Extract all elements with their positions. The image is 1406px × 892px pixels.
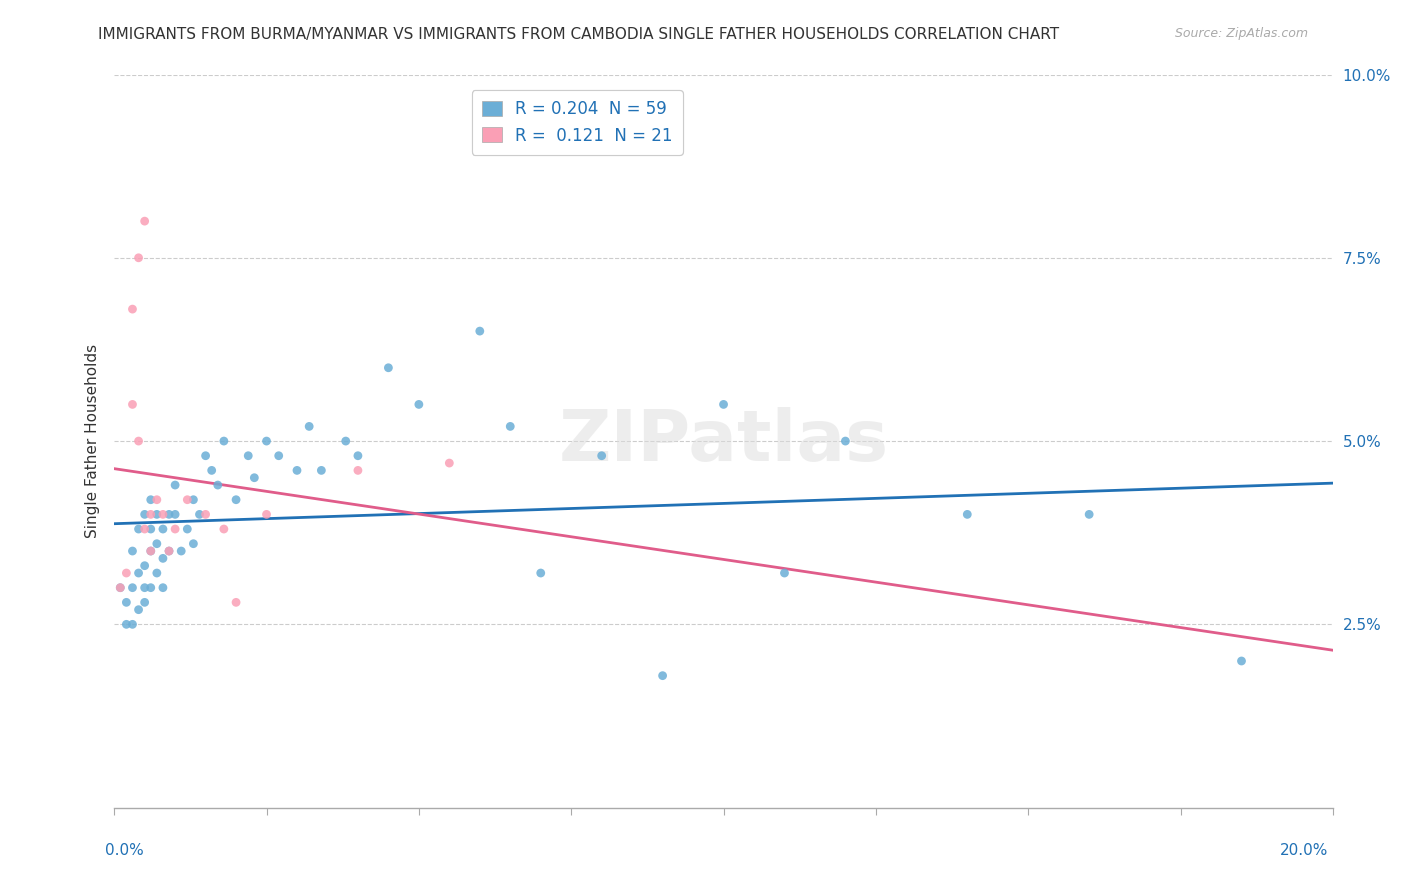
Point <box>212 434 235 448</box>
Point <box>468 324 491 338</box>
Point <box>176 522 198 536</box>
Point <box>165 508 187 522</box>
Point <box>139 508 162 522</box>
Point <box>335 434 357 448</box>
Point <box>183 537 205 551</box>
Point <box>146 492 169 507</box>
Point <box>170 544 193 558</box>
Point <box>134 581 156 595</box>
Point <box>530 566 553 580</box>
Point <box>121 617 143 632</box>
Point <box>115 566 138 580</box>
Point <box>225 492 247 507</box>
Text: 20.0%: 20.0% <box>1281 843 1329 858</box>
Point <box>139 544 162 558</box>
Point <box>176 492 198 507</box>
Point <box>165 522 187 536</box>
Point <box>146 537 169 551</box>
Point <box>243 471 266 485</box>
Text: ZIPatlas: ZIPatlas <box>558 407 889 475</box>
Point <box>311 463 333 477</box>
Point <box>591 449 613 463</box>
Point <box>134 214 156 228</box>
Point <box>201 463 224 477</box>
Y-axis label: Single Father Households: Single Father Households <box>86 344 100 538</box>
Point <box>188 508 211 522</box>
Legend: R = 0.204  N = 59, R =  0.121  N = 21: R = 0.204 N = 59, R = 0.121 N = 21 <box>472 90 683 154</box>
Point <box>377 360 399 375</box>
Point <box>146 566 169 580</box>
Point <box>298 419 321 434</box>
Point <box>115 617 138 632</box>
Point <box>139 522 162 536</box>
Text: Source: ZipAtlas.com: Source: ZipAtlas.com <box>1174 27 1308 40</box>
Point <box>110 581 132 595</box>
Point <box>1078 508 1101 522</box>
Point <box>212 522 235 536</box>
Point <box>194 508 217 522</box>
Point <box>128 434 150 448</box>
Text: IMMIGRANTS FROM BURMA/MYANMAR VS IMMIGRANTS FROM CAMBODIA SINGLE FATHER HOUSEHOL: IMMIGRANTS FROM BURMA/MYANMAR VS IMMIGRA… <box>98 27 1060 42</box>
Point <box>121 397 143 411</box>
Point <box>134 522 156 536</box>
Point <box>139 544 162 558</box>
Point <box>121 581 143 595</box>
Point <box>285 463 308 477</box>
Point <box>128 602 150 616</box>
Point <box>194 449 217 463</box>
Point <box>139 492 162 507</box>
Point <box>115 595 138 609</box>
Point <box>834 434 856 448</box>
Point <box>157 544 180 558</box>
Point <box>128 566 150 580</box>
Point <box>139 581 162 595</box>
Point <box>152 522 174 536</box>
Point <box>152 581 174 595</box>
Point <box>183 492 205 507</box>
Point <box>152 508 174 522</box>
Point <box>121 544 143 558</box>
Point <box>157 508 180 522</box>
Point <box>439 456 461 470</box>
Point <box>408 397 430 411</box>
Point <box>152 551 174 566</box>
Point <box>146 508 169 522</box>
Point <box>134 508 156 522</box>
Point <box>128 522 150 536</box>
Point <box>256 508 278 522</box>
Point <box>347 449 370 463</box>
Point <box>110 581 132 595</box>
Point <box>713 397 735 411</box>
Point <box>157 544 180 558</box>
Text: 0.0%: 0.0% <box>105 843 145 858</box>
Point <box>238 449 260 463</box>
Point <box>651 668 673 682</box>
Point <box>207 478 229 492</box>
Point <box>773 566 796 580</box>
Point <box>956 508 979 522</box>
Point <box>134 558 156 573</box>
Point <box>134 595 156 609</box>
Point <box>225 595 247 609</box>
Point <box>121 302 143 317</box>
Point <box>499 419 522 434</box>
Point <box>256 434 278 448</box>
Point <box>128 251 150 265</box>
Point <box>1230 654 1253 668</box>
Point <box>165 478 187 492</box>
Point <box>347 463 370 477</box>
Point <box>267 449 290 463</box>
